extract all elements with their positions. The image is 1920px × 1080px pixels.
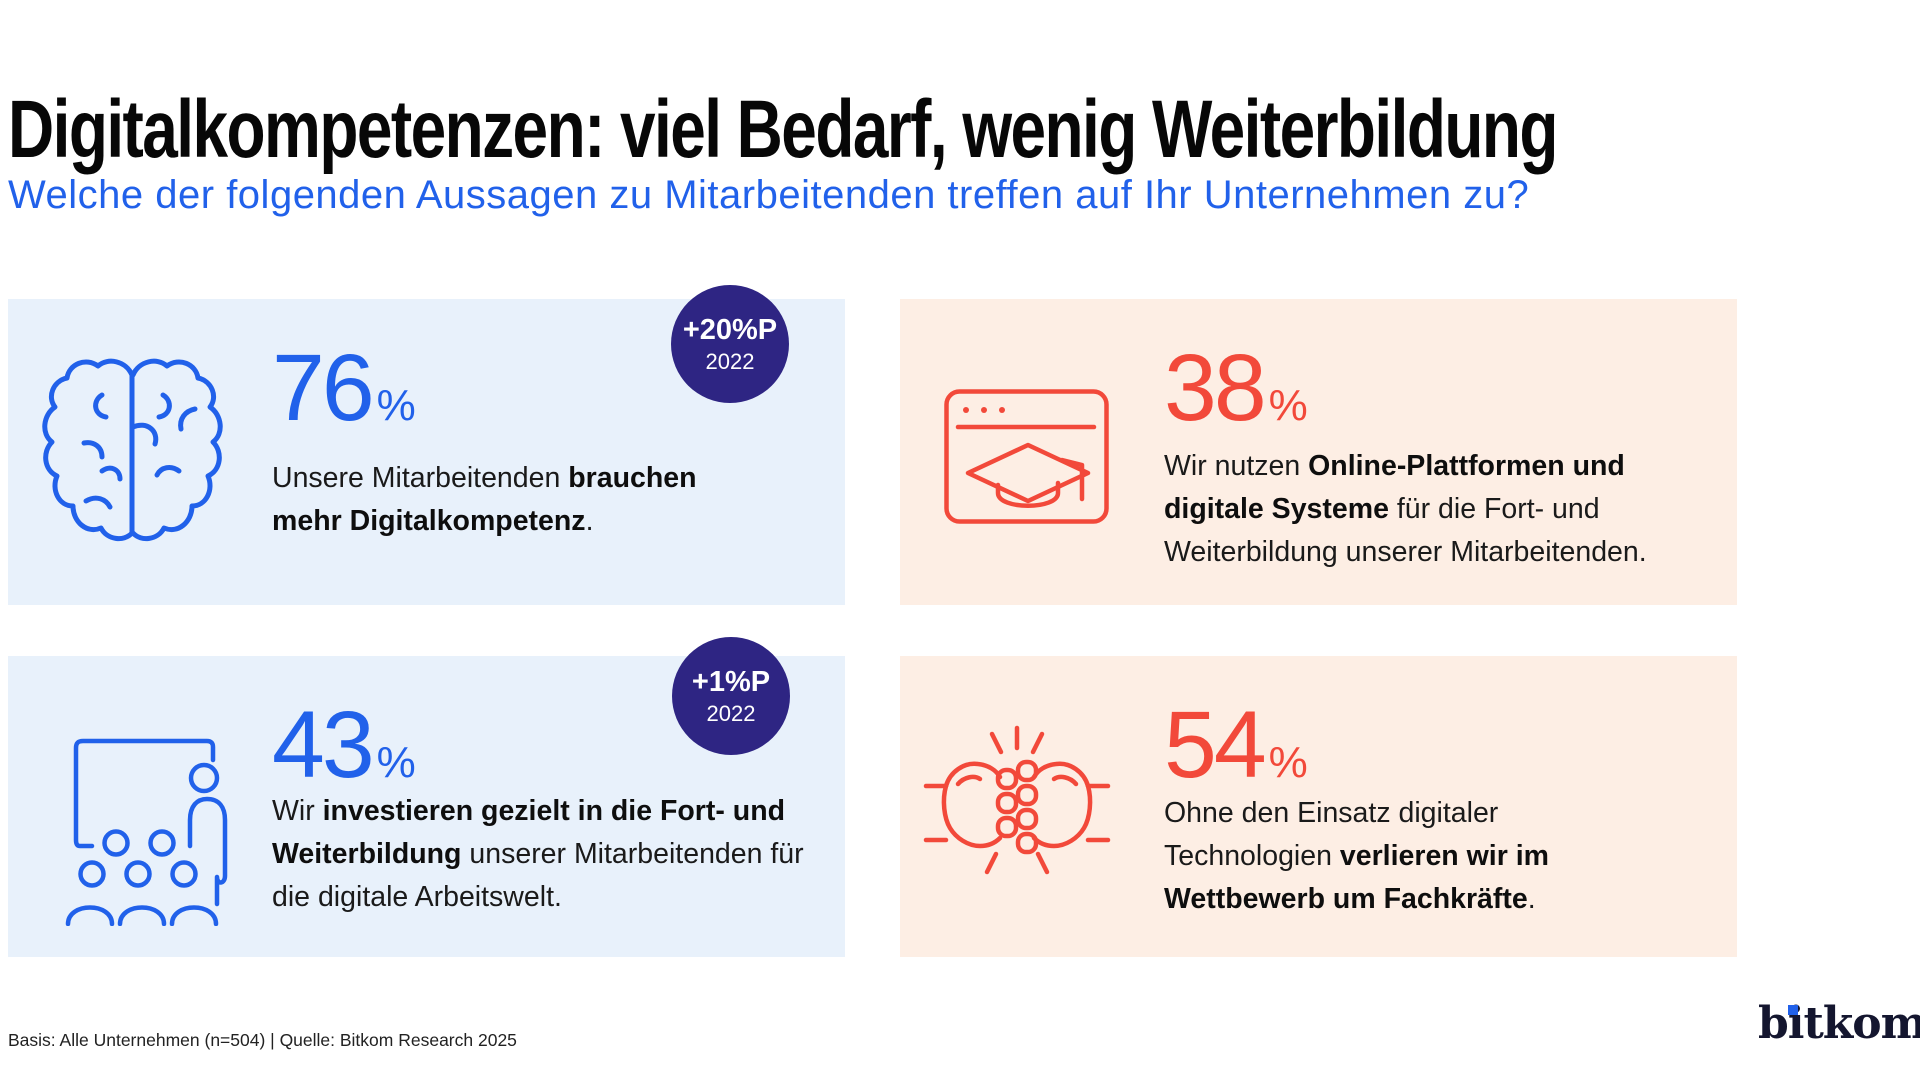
stat-text-segment: .	[585, 505, 594, 537]
stat-card-online-plattformen: 38% Wir nutzen Online-Plattformen und di…	[900, 299, 1737, 605]
stat-unit: %	[376, 738, 416, 787]
elearning-platform-icon	[944, 389, 1109, 525]
stat-description: Wir investieren gezielt in die Fort- und…	[272, 790, 845, 919]
bitkom-logo: bitkom	[1758, 1002, 1920, 1046]
stat-description: Wir nutzen Online-Plattformen und digita…	[1164, 445, 1724, 574]
stat-unit: %	[1268, 738, 1308, 787]
stat-card-weiterbildung-investition: 43% Wir investieren gezielt in die Fort-…	[8, 637, 845, 957]
stat-text-segment: unserer Mitarbeitenden für die digitale …	[272, 838, 804, 913]
stat-text-bold: brauchen mehr Digitalkompetenz	[272, 462, 697, 537]
stat-description: Unsere Mitarbeitenden brauchen mehr Digi…	[272, 457, 742, 543]
stat-text-bold: investieren gezielt in die Fort- und Wei…	[272, 795, 786, 870]
stat-value: 54%	[1164, 698, 1308, 793]
stat-unit: %	[1268, 381, 1308, 430]
page-subtitle: Welche der folgenden Aussagen zu Mitarbe…	[8, 173, 1530, 218]
badge-delta: +1%P	[691, 665, 771, 698]
badge-delta: +20%P	[682, 313, 778, 346]
stat-description: Ohne den Einsatz digitaler Technologien …	[1164, 792, 1624, 921]
stat-number: 43	[272, 692, 375, 798]
logo-text: bitkom	[1758, 998, 1920, 1049]
stat-text-segment: Wir nutzen	[1164, 450, 1309, 482]
fist-bump-icon	[922, 722, 1112, 882]
change-badge: +20%P 2022	[671, 285, 789, 403]
stat-value: 76%	[272, 341, 416, 436]
badge-year: 2022	[705, 348, 755, 374]
badge-year: 2022	[706, 700, 756, 726]
stat-text-segment: Wir	[272, 795, 323, 827]
stat-unit: %	[376, 381, 416, 430]
stat-text-segment: für die Fort- und Weiterbildung unserer …	[1164, 493, 1647, 568]
stat-number: 38	[1164, 335, 1267, 441]
stat-number: 76	[272, 335, 375, 441]
stat-card-digitalkompetenz: 76% Unsere Mitarbeitenden brauchen mehr …	[8, 285, 845, 605]
stat-text-bold: Online-Plattformen und digitale Systeme	[1164, 450, 1625, 525]
page-title: Digitalkompetenzen: viel Bedarf, wenig W…	[8, 83, 1558, 175]
stat-number: 54	[1164, 692, 1267, 798]
stat-text-bold: verlieren wir im Wettbewerb um Fachkräft…	[1164, 840, 1549, 915]
change-badge: +1%P 2022	[672, 637, 790, 755]
stat-text-segment: Ohne den Einsatz digitaler Technologien	[1164, 797, 1499, 872]
brain-icon	[40, 351, 225, 556]
logo-i-dot	[1788, 1005, 1798, 1015]
stat-card-wettbewerb-fachkraefte: 54% Ohne den Einsatz digitaler Technolog…	[900, 656, 1737, 957]
stat-text-segment: .	[1527, 883, 1536, 915]
stat-text-segment: Unsere Mitarbeitenden	[272, 462, 569, 494]
training-presentation-icon	[54, 726, 229, 926]
stat-value: 43%	[272, 698, 416, 793]
stat-value: 38%	[1164, 341, 1308, 436]
source-note: Basis: Alle Unternehmen (n=504) | Quelle…	[8, 1030, 517, 1050]
